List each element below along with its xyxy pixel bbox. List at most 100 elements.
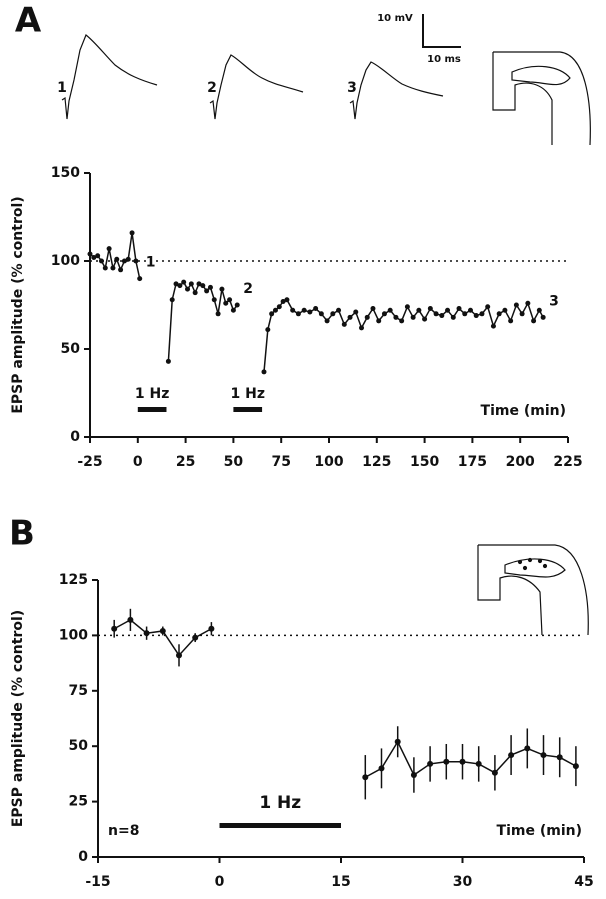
y-tick-label: 50 (61, 341, 81, 357)
trace-label: 2 (207, 80, 217, 96)
data-point (496, 311, 502, 317)
data-point (540, 752, 547, 759)
data-point (98, 258, 104, 264)
data-point (491, 769, 498, 776)
data-point (330, 311, 336, 317)
data-point (110, 265, 116, 271)
data-point (524, 745, 531, 752)
y-axis-title: EPSP amplitude (% control) (10, 610, 26, 827)
data-point (106, 246, 112, 252)
data-point (280, 298, 286, 304)
data-point (87, 251, 93, 257)
y-tick-label: 75 (69, 683, 88, 699)
data-point (450, 314, 456, 320)
x-tick-label: 75 (271, 454, 290, 470)
data-point (208, 625, 215, 632)
data-point (176, 652, 182, 659)
data-point (313, 306, 319, 312)
data-point (133, 258, 139, 264)
x-tick-label: -25 (77, 454, 102, 470)
x-tick-label: 200 (506, 454, 535, 470)
data-point (370, 306, 376, 312)
data-point (324, 318, 330, 324)
y-tick-label: 100 (51, 253, 80, 269)
y-axis-title: EPSP amplitude (% control) (10, 196, 26, 413)
data-point (416, 307, 422, 313)
data-point (318, 311, 324, 317)
epsp-trace (209, 54, 304, 120)
data-point (378, 765, 385, 772)
x-tick-label: 0 (215, 874, 225, 890)
panel-label: B (9, 514, 35, 554)
x-tick-label: -15 (85, 874, 110, 890)
point-label: 3 (549, 293, 559, 309)
data-point (173, 281, 179, 287)
data-point (159, 627, 166, 634)
series-line (89, 232, 544, 372)
data-point (127, 616, 134, 623)
data-point (502, 307, 508, 313)
trace-label: 3 (347, 80, 357, 96)
data-point (118, 267, 124, 273)
data-point (456, 306, 462, 312)
data-point (276, 304, 282, 310)
data-point (490, 323, 496, 329)
scale-bar (422, 14, 461, 48)
data-point (508, 752, 515, 759)
data-point (473, 313, 479, 319)
point-label: 2 (243, 281, 253, 297)
data-point (422, 316, 428, 322)
data-point (336, 307, 342, 313)
data-point (307, 309, 313, 315)
data-point (200, 283, 206, 289)
data-point (381, 311, 387, 317)
data-point (362, 774, 369, 781)
panel-label: A (15, 1, 42, 41)
data-point (192, 290, 198, 296)
y-tick-label: 25 (69, 794, 88, 810)
data-point (284, 297, 290, 303)
point-label: 1 (146, 255, 156, 271)
x-tick-label: 15 (331, 874, 350, 890)
data-point (169, 297, 175, 303)
data-point (204, 288, 210, 294)
data-point (462, 311, 468, 317)
stimulus-bar (219, 823, 341, 828)
data-point (427, 760, 434, 767)
data-point (272, 307, 278, 313)
x-axis-title: Time (min) (481, 403, 566, 419)
data-point (536, 307, 542, 313)
data-point (479, 311, 485, 317)
data-point (459, 758, 466, 765)
data-point (572, 763, 579, 770)
scale-bar-label: 10 ms (427, 54, 461, 65)
x-tick-label: 45 (574, 874, 593, 890)
data-point (181, 279, 187, 285)
x-tick-label: 125 (362, 454, 391, 470)
y-tick-label: 100 (59, 627, 88, 643)
data-point (265, 327, 271, 333)
data-point (359, 325, 365, 331)
data-point (227, 297, 233, 303)
data-point (387, 307, 393, 313)
stimulus-bar (137, 407, 167, 412)
data-point (196, 281, 202, 287)
data-point (475, 760, 482, 767)
x-tick-label: 175 (458, 454, 487, 470)
data-point (111, 625, 118, 632)
data-point (192, 634, 199, 641)
data-point (211, 297, 217, 303)
data-point (427, 306, 433, 312)
data-point (114, 256, 120, 262)
data-point (137, 276, 143, 282)
data-point (290, 307, 296, 313)
x-tick-label: 0 (133, 454, 143, 470)
epsp-trace (349, 61, 444, 120)
x-tick-label: 30 (453, 874, 473, 890)
data-point (143, 630, 150, 637)
x-tick-label: 150 (410, 454, 439, 470)
data-point (508, 318, 514, 324)
data-point (234, 302, 240, 308)
data-point (443, 758, 450, 765)
